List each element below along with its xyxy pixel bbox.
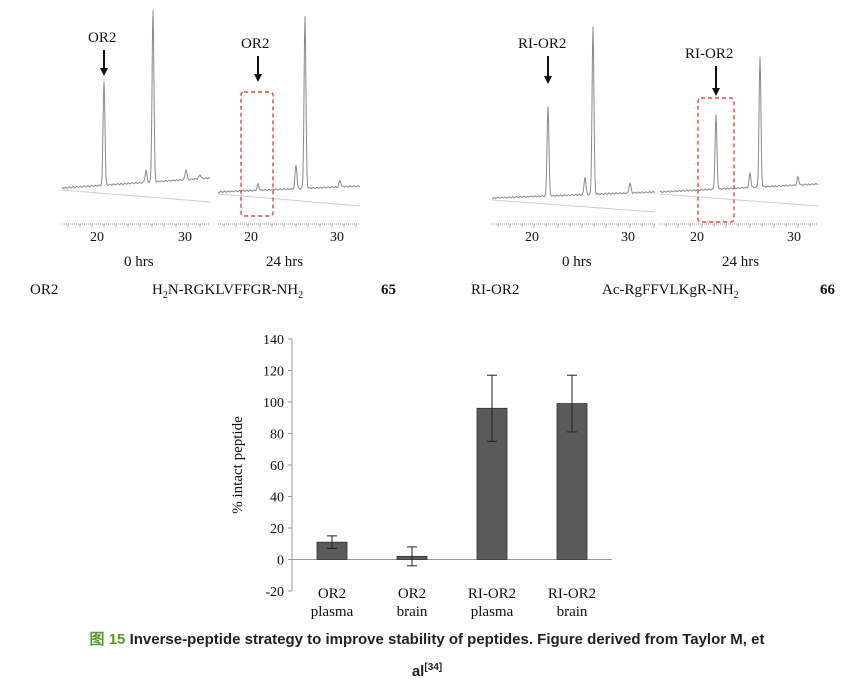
y-tick-label: 140: [263, 333, 284, 348]
figure-caption-line2: al[34]: [0, 662, 854, 680]
bar: [556, 403, 588, 560]
arrow-label-or2-0h: OR2: [88, 30, 117, 46]
tick-label: 20: [525, 230, 539, 245]
x-category-label: RI-OR2: [468, 586, 516, 602]
time-label: 0 hrs: [124, 254, 154, 270]
figure-caption: 图 15 Inverse-peptide strategy to improve…: [0, 628, 854, 649]
x-category-label: OR2: [398, 586, 426, 602]
tick-label: 20: [690, 230, 704, 245]
y-tick-label: 20: [270, 522, 284, 537]
tick-label: 30: [787, 230, 801, 245]
chromatogram-trace: [491, 26, 656, 200]
compound-number-left: 65: [381, 282, 396, 298]
chromatogram-trace: [217, 16, 361, 194]
figure-number: 图 15: [89, 631, 126, 648]
tick-label: 30: [621, 230, 635, 245]
tick-label: 20: [244, 230, 258, 245]
x-category-label: plasma: [311, 604, 354, 620]
y-tick-label: 0: [277, 554, 284, 569]
compound-number-right: 66: [820, 282, 835, 298]
peptide-sequence-left: H2N-RGKLVFFGR-NH2: [152, 282, 304, 301]
x-category-label: brain: [397, 604, 428, 620]
bar: [476, 407, 508, 560]
peptide-name-left: OR2: [30, 282, 59, 298]
chromatogram-panel: [61, 10, 819, 227]
y-tick-label: 100: [263, 396, 284, 411]
tick-label: 30: [330, 230, 344, 245]
bar-chart: -20 0 20 40 60 80 100 120 140 % intact peptide OR2…: [230, 333, 612, 620]
x-category-label: brain: [557, 604, 588, 620]
arrow-label-or2-24h: OR2: [241, 36, 270, 52]
arrow-label-ri-or2-0h: RI-OR2: [518, 36, 567, 52]
baseline-drift: [491, 199, 656, 213]
baseline-drift: [217, 193, 361, 207]
y-axis-label: % intact peptide: [230, 416, 246, 514]
time-label: 24 hrs: [722, 254, 760, 270]
tick-label: 20: [90, 230, 104, 245]
y-tick-label: 120: [263, 365, 284, 380]
y-tick-label: 80: [270, 428, 284, 443]
y-tick-label: 60: [270, 459, 284, 474]
baseline-drift: [659, 193, 819, 207]
chromatogram-trace: [659, 56, 819, 194]
x-category-label: RI-OR2: [548, 586, 596, 602]
caption-text: Inverse-peptide strategy to improve stab…: [129, 631, 765, 648]
baseline-drift: [61, 189, 211, 203]
down-arrow-icon: [712, 88, 720, 96]
time-label: 0 hrs: [562, 254, 592, 270]
x-category-label: OR2: [318, 586, 346, 602]
y-tick-label: 40: [270, 491, 284, 506]
down-arrow-icon: [100, 68, 108, 76]
y-tick-label: -20: [265, 585, 284, 600]
peptide-sequence-right: Ac-RgFFVLKgR-NH2: [602, 282, 739, 301]
time-label: 24 hrs: [266, 254, 304, 270]
down-arrow-icon: [544, 76, 552, 84]
tick-label: 30: [178, 230, 192, 245]
arrow-label-ri-or2-24h: RI-OR2: [685, 46, 734, 62]
peptide-name-right: RI-OR2: [471, 282, 520, 298]
chromatogram-trace: [61, 10, 210, 189]
caption-text-2: al: [411, 663, 425, 680]
down-arrow-icon: [254, 74, 262, 82]
x-category-label: plasma: [471, 604, 514, 620]
highlight-box: [697, 97, 735, 223]
caption-reference: [34]: [424, 662, 443, 673]
